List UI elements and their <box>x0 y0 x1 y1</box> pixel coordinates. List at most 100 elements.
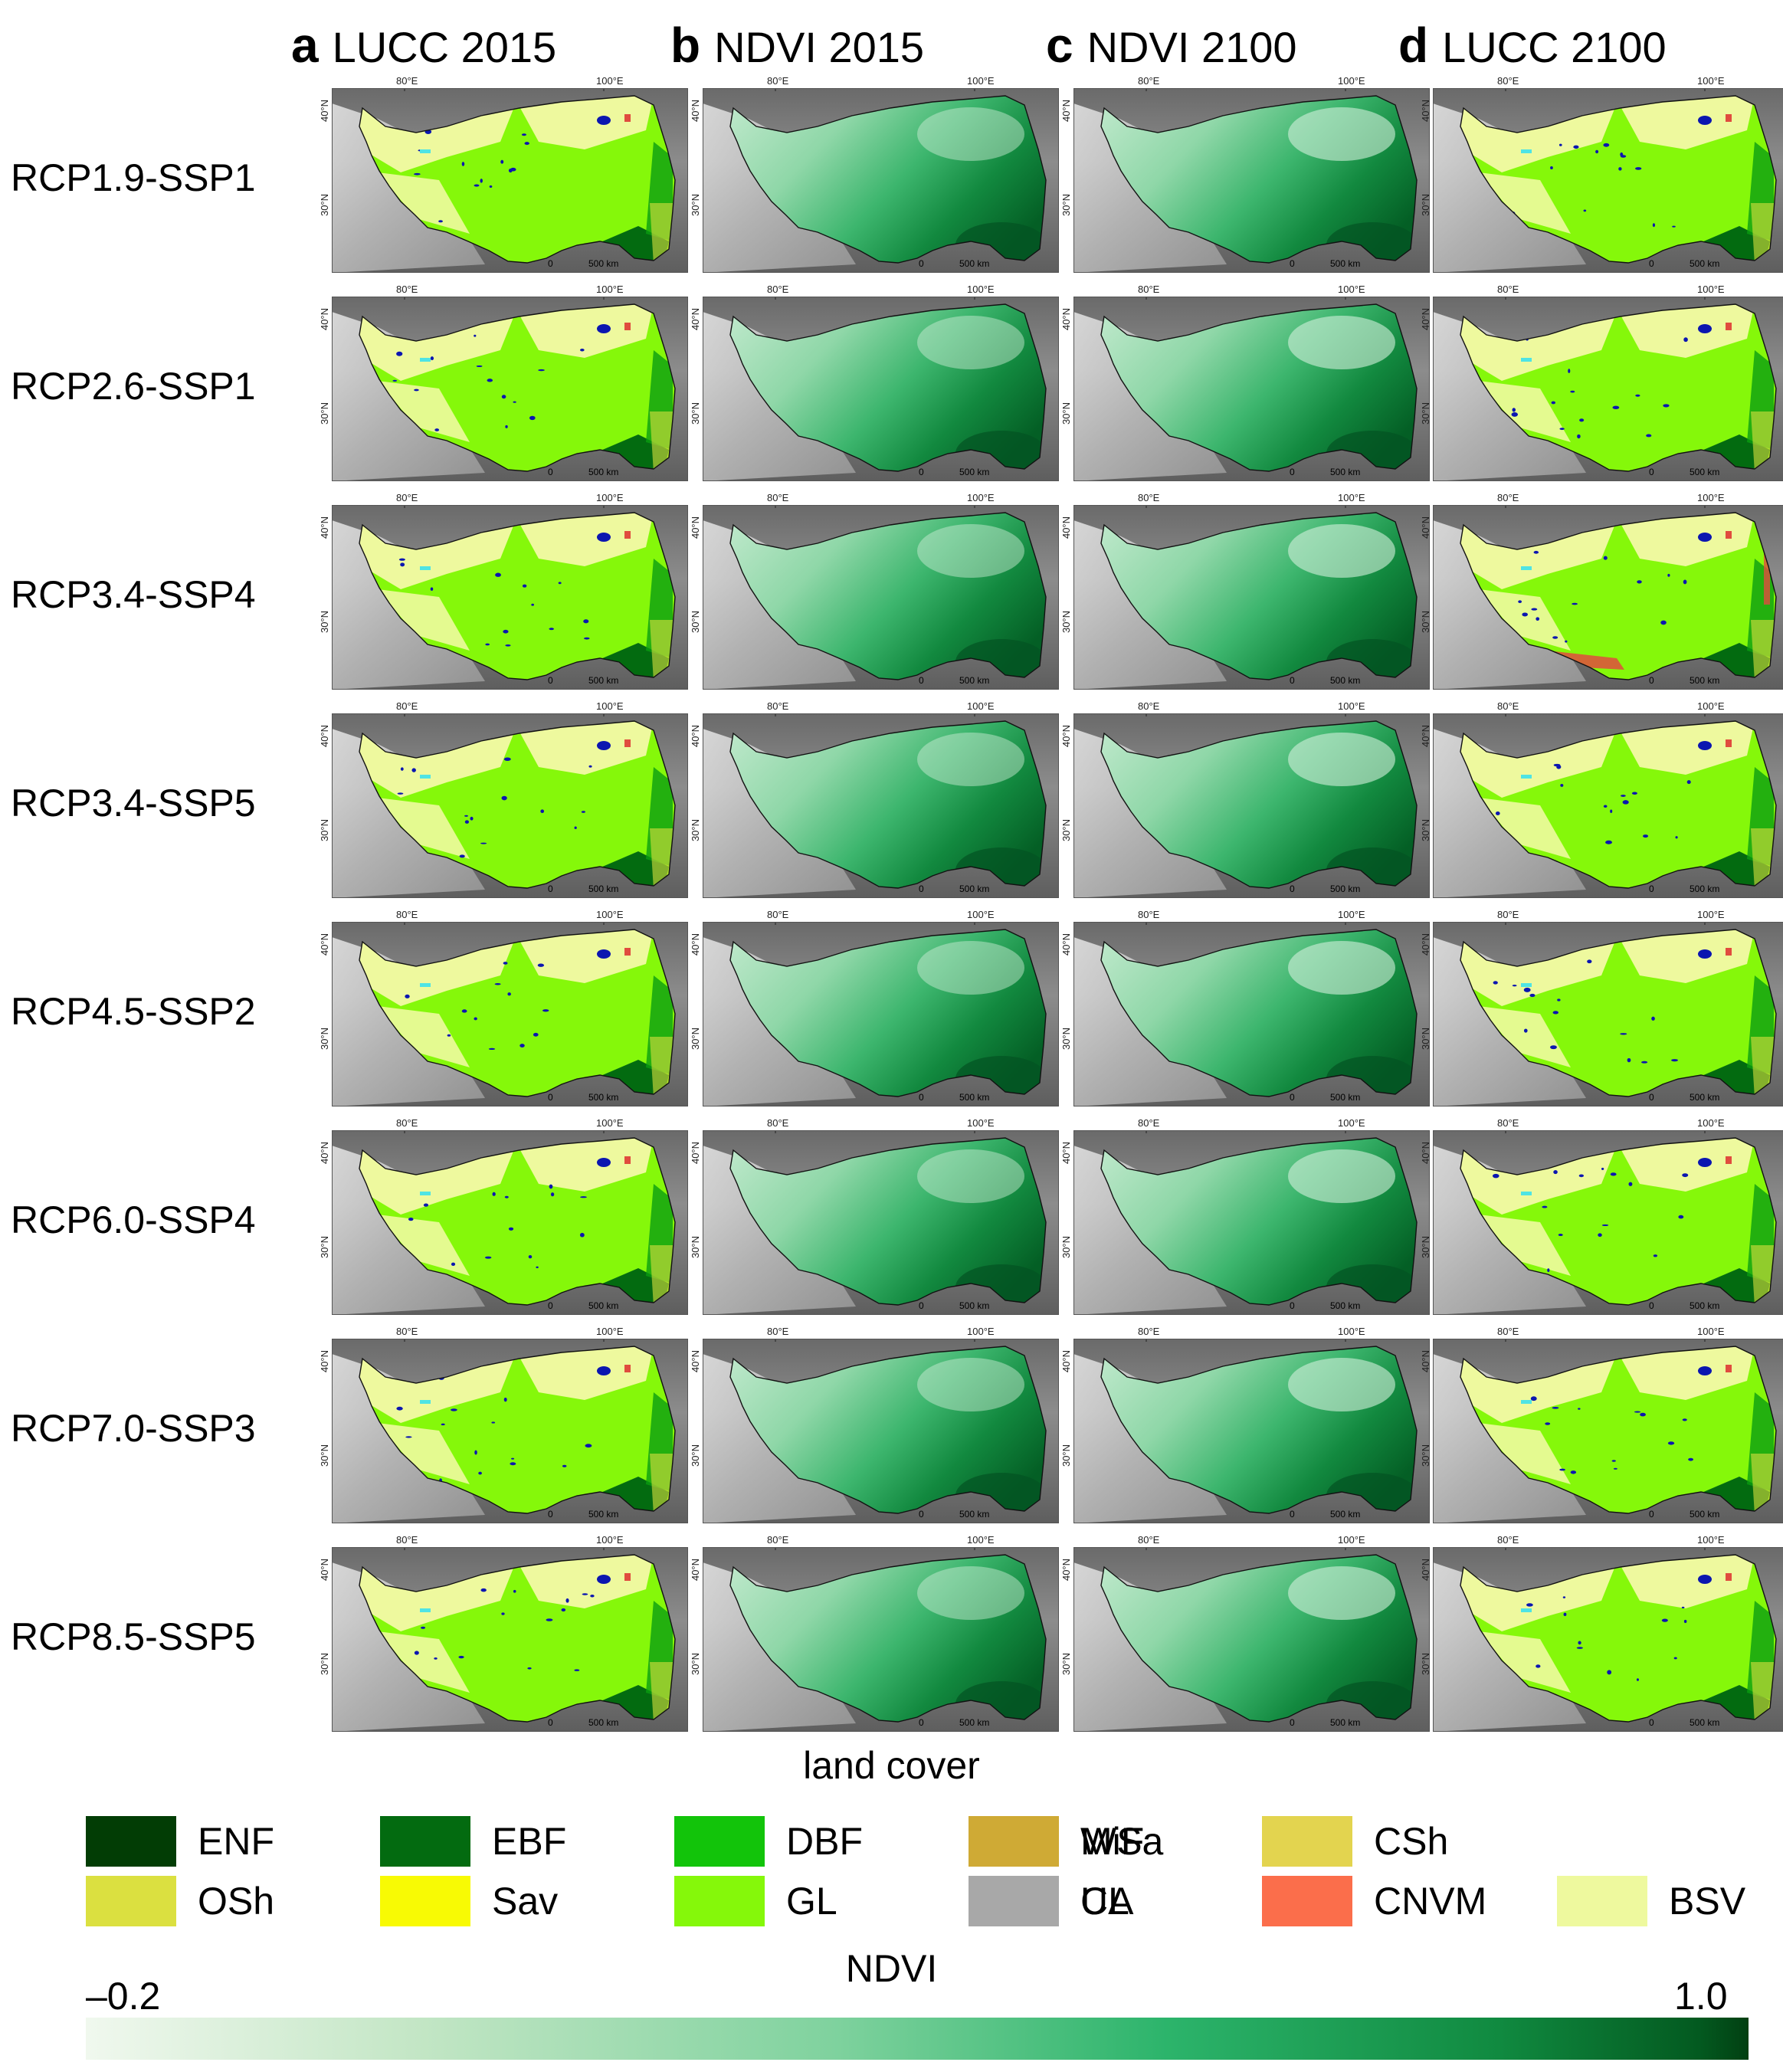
legend-label: Sav <box>492 1880 559 1923</box>
longitude-tick: 100°E <box>1697 700 1725 712</box>
longitude-tick: 100°E <box>1697 1534 1725 1546</box>
tibetan-plateau-map <box>1433 297 1783 481</box>
map-panel-c-5: 80°E 100°E 40°N 30°N 0 500 km <box>1060 909 1430 1106</box>
latitude-tick: 40°N <box>1420 1558 1432 1582</box>
latitude-tick: 40°N <box>1420 933 1432 956</box>
scale-bar-zero: 0 <box>1290 467 1295 477</box>
latitude-tick: 40°N <box>1060 1141 1073 1165</box>
longitude-tick: 100°E <box>1697 75 1725 87</box>
latitude-tick: 30°N <box>319 1444 331 1467</box>
legend-swatch <box>674 1876 765 1926</box>
scale-bar-zero: 0 <box>1290 1300 1295 1311</box>
longitude-tick: 80°E <box>396 909 418 920</box>
longitude-tick: 80°E <box>767 700 789 712</box>
latitude-tick: 30°N <box>690 193 702 217</box>
scale-bar-zero: 0 <box>919 467 924 477</box>
legend-swatch <box>86 1816 176 1867</box>
map-panel-a-4: 80°E 100°E 40°N 30°N 0 500 km <box>319 700 688 898</box>
longitude-tick: 80°E <box>767 1326 789 1337</box>
scale-bar-zero: 0 <box>919 675 924 686</box>
longitude-tick: 100°E <box>1338 75 1365 87</box>
longitude-tick: 80°E <box>767 75 789 87</box>
longitude-tick: 100°E <box>967 1534 995 1546</box>
tibetan-plateau-map <box>332 922 688 1106</box>
latitude-tick: 40°N <box>1420 724 1432 748</box>
scale-bar-zero: 0 <box>919 1509 924 1520</box>
map-panel-c-1: 80°E 100°E 40°N 30°N 0 500 km <box>1060 75 1430 273</box>
latitude-tick: 30°N <box>690 402 702 425</box>
scale-bar-label: 500 km <box>588 258 619 269</box>
tibetan-plateau-map <box>703 88 1059 273</box>
longitude-tick: 80°E <box>396 284 418 295</box>
longitude-tick: 80°E <box>767 492 789 503</box>
longitude-tick: 100°E <box>1697 909 1725 920</box>
longitude-tick: 80°E <box>1138 700 1160 712</box>
longitude-tick: 100°E <box>596 284 624 295</box>
map-panel-c-7: 80°E 100°E 40°N 30°N 0 500 km <box>1060 1326 1430 1523</box>
map-panel-c-6: 80°E 100°E 40°N 30°N 0 500 km <box>1060 1117 1430 1315</box>
tibetan-plateau-map <box>1433 1130 1783 1315</box>
longitude-tick: 80°E <box>396 75 418 87</box>
map-panel-d-4: 80°E 100°E 40°N 30°N 0 500 km <box>1420 700 1783 898</box>
latitude-tick: 40°N <box>1060 724 1073 748</box>
map-panel-b-5: 80°E 100°E 40°N 30°N 0 500 km <box>690 909 1059 1106</box>
scale-bar-zero: 0 <box>919 884 924 894</box>
longitude-tick: 80°E <box>396 1117 418 1129</box>
tibetan-plateau-map <box>703 297 1059 481</box>
legend-swatch <box>969 1876 1059 1926</box>
scale-bar-zero: 0 <box>919 1717 924 1728</box>
legend-label: EBF <box>492 1820 567 1863</box>
legend-label: ENF <box>198 1820 274 1863</box>
legend-item-sav: Sav <box>380 1876 558 1926</box>
map-panel-d-8: 80°E 100°E 40°N 30°N 0 500 km <box>1420 1534 1783 1732</box>
latitude-tick: 30°N <box>690 610 702 634</box>
longitude-tick: 80°E <box>1497 1117 1519 1129</box>
legend-label: MiF <box>1080 1820 1145 1863</box>
scale-bar-label: 500 km <box>588 884 619 894</box>
legend-swatch <box>969 1816 1059 1867</box>
scale-bar-label: 500 km <box>1690 884 1720 894</box>
legend-item-gl: GL <box>674 1876 837 1926</box>
scale-bar-label: 500 km <box>959 467 990 477</box>
scale-bar-label: 500 km <box>588 1300 619 1311</box>
scale-bar-label: 500 km <box>959 884 990 894</box>
scale-bar-label: 500 km <box>588 1717 619 1728</box>
map-panel-a-8: 80°E 100°E 40°N 30°N 0 500 km <box>319 1534 688 1732</box>
longitude-tick: 100°E <box>967 1326 995 1337</box>
tibetan-plateau-map <box>703 713 1059 898</box>
longitude-tick: 100°E <box>1338 1326 1365 1337</box>
legend-swatch <box>674 1816 765 1867</box>
scale-bar-label: 500 km <box>1330 258 1361 269</box>
map-panel-b-7: 80°E 100°E 40°N 30°N 0 500 km <box>690 1326 1059 1523</box>
longitude-tick: 100°E <box>596 1534 624 1546</box>
map-panel-d-1: 80°E 100°E 40°N 30°N 0 500 km <box>1420 75 1783 273</box>
scale-bar-label: 500 km <box>1330 1300 1361 1311</box>
latitude-tick: 30°N <box>1420 1235 1432 1259</box>
column-title: LUCC 2100 <box>1442 23 1667 71</box>
latitude-tick: 30°N <box>319 818 331 842</box>
tibetan-plateau-map <box>1073 297 1430 481</box>
legend-label: CL <box>1080 1880 1129 1923</box>
scale-bar-label: 500 km <box>1690 467 1720 477</box>
scale-bar-label: 500 km <box>588 1509 619 1520</box>
scale-bar-label: 500 km <box>1690 1092 1720 1103</box>
legend-item-cnvm: CNVM <box>1262 1876 1486 1926</box>
scale-bar-zero: 0 <box>548 467 553 477</box>
tibetan-plateau-map <box>332 1130 688 1315</box>
column-header-a: a LUCC 2015 <box>291 17 556 73</box>
longitude-tick: 100°E <box>596 1117 624 1129</box>
column-title: NDVI 2100 <box>1087 23 1297 71</box>
scenario-label: RCP1.9-SSP1 <box>11 156 256 199</box>
longitude-tick: 80°E <box>1497 909 1519 920</box>
longitude-tick: 80°E <box>396 1326 418 1337</box>
scale-bar-zero: 0 <box>1290 1717 1295 1728</box>
tibetan-plateau-map <box>1433 1339 1783 1523</box>
legend-item-dbf: DBF <box>674 1816 863 1867</box>
column-letter: c <box>1046 18 1073 73</box>
tibetan-plateau-map <box>1433 1547 1783 1732</box>
column-letter: b <box>670 18 701 73</box>
tibetan-plateau-map <box>1433 88 1783 273</box>
scale-bar-label: 500 km <box>1330 884 1361 894</box>
scale-bar-zero: 0 <box>548 1092 553 1103</box>
latitude-tick: 30°N <box>1060 1027 1073 1051</box>
